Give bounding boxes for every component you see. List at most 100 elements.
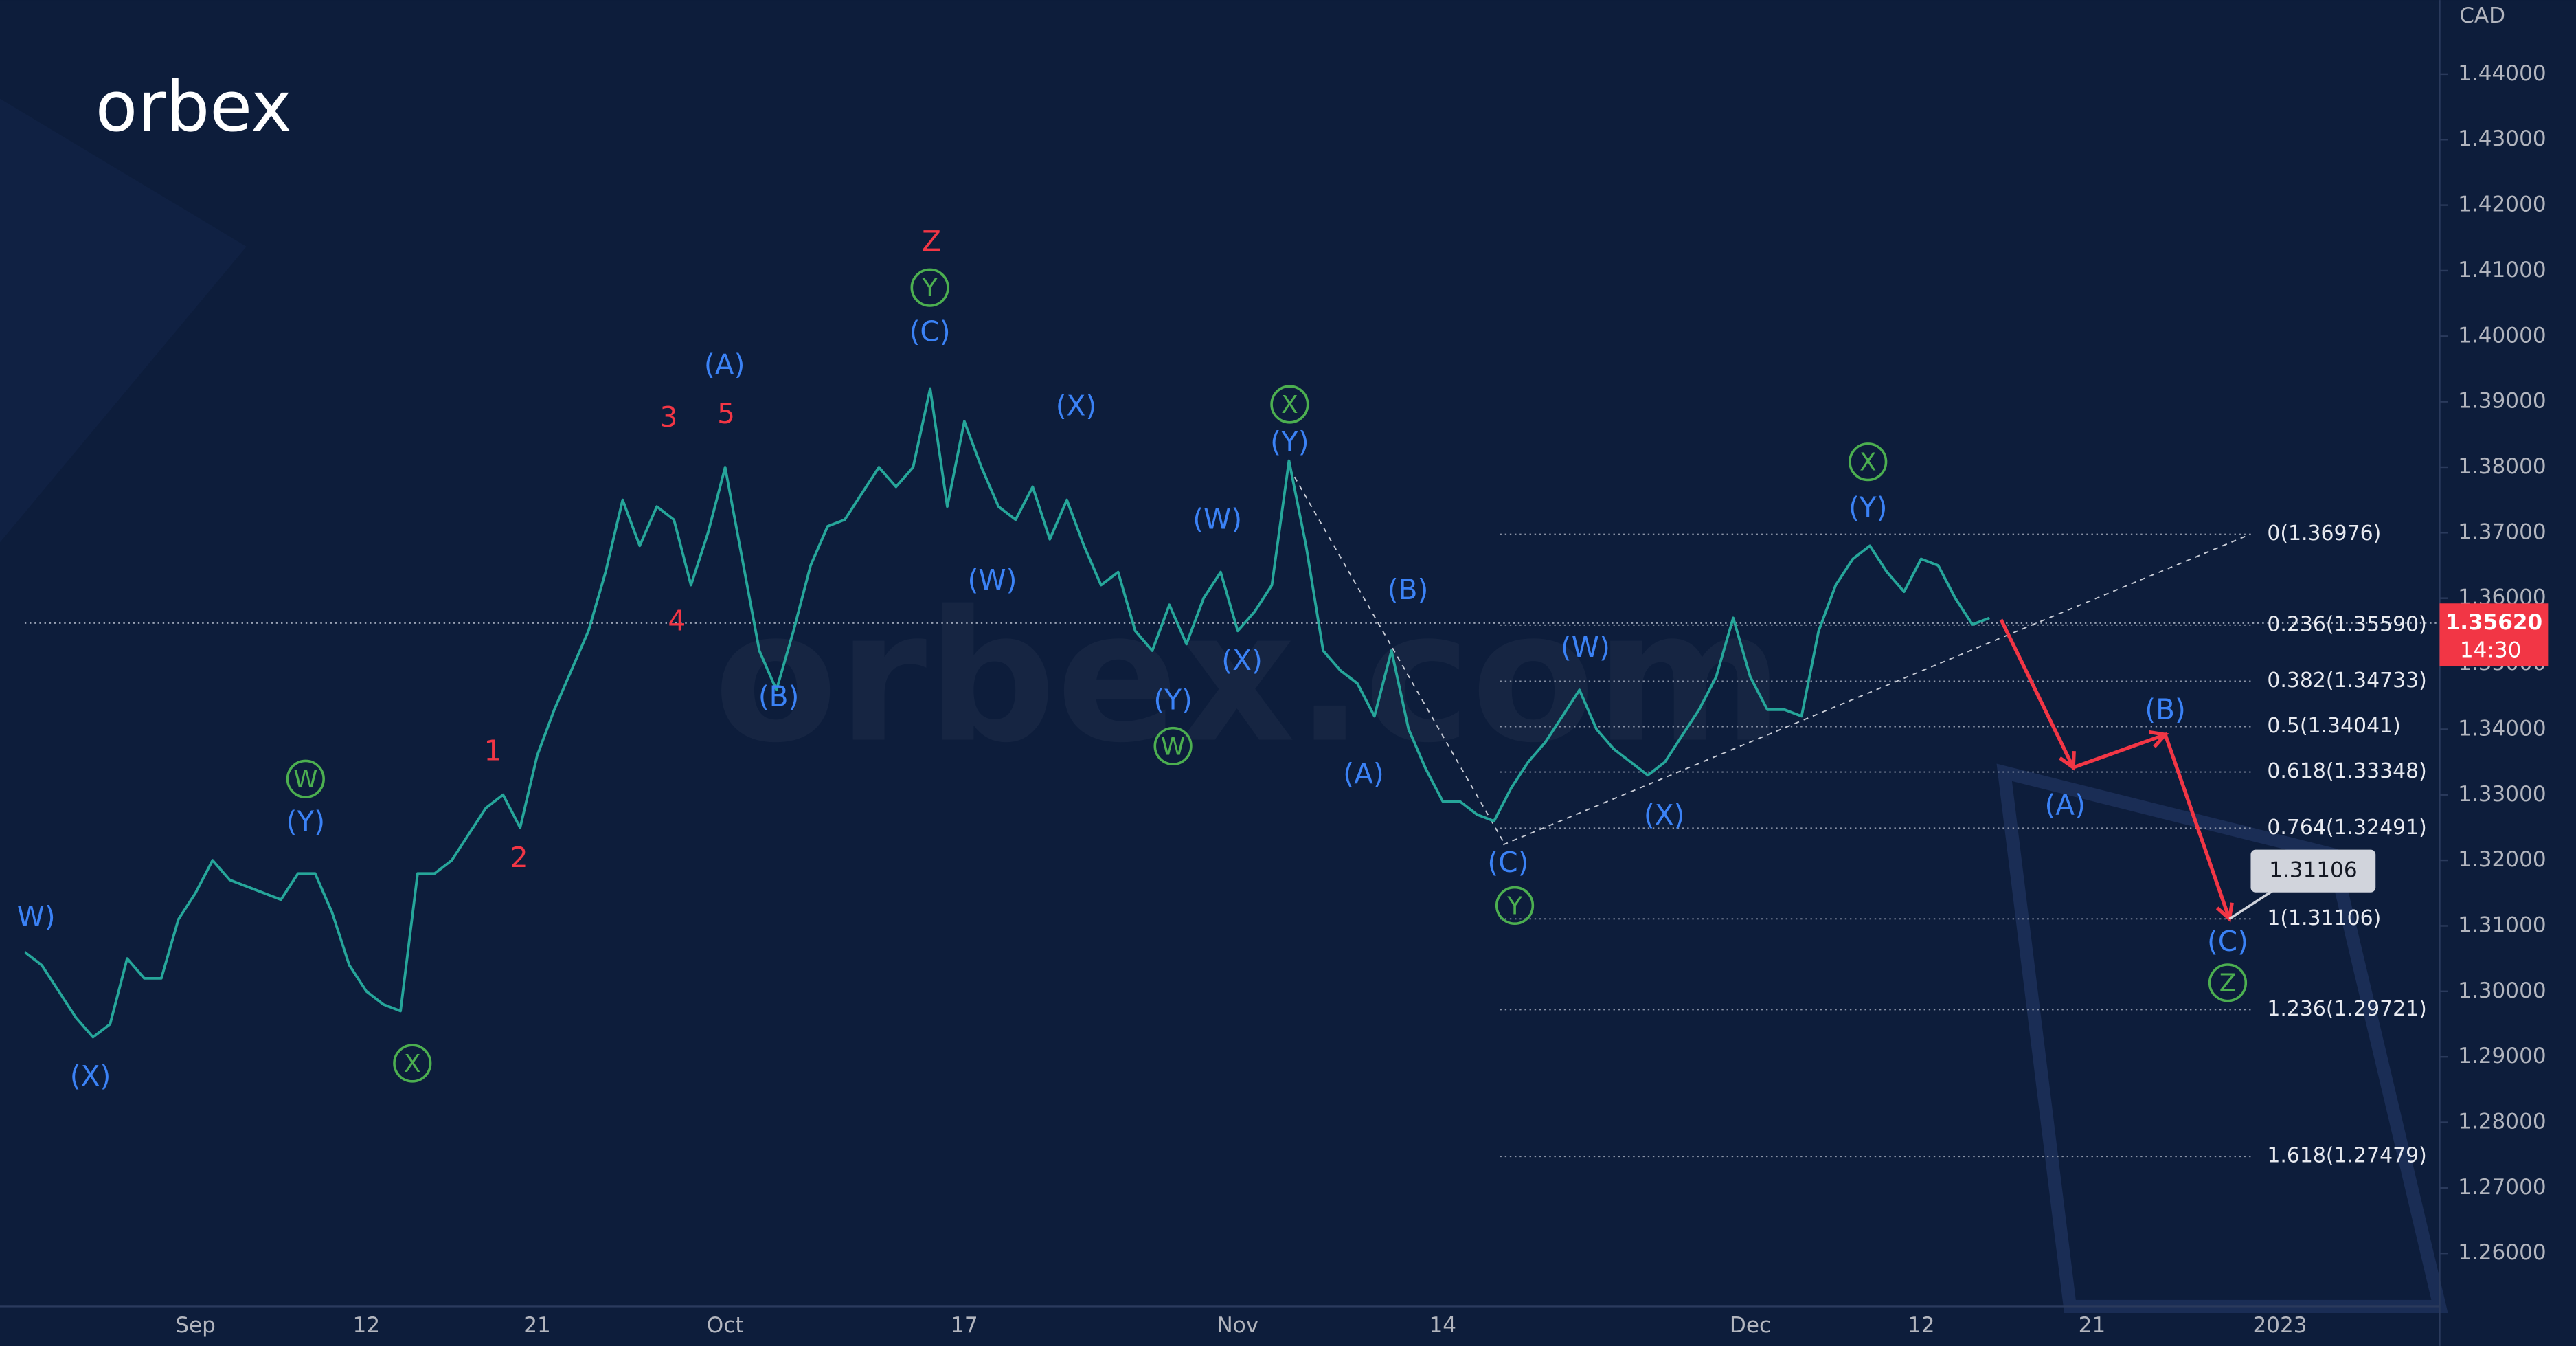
fib-label: 0.236(1.35590) [2267, 612, 2426, 636]
y-tick-label: 1.42000 [2458, 192, 2546, 217]
x-tick-label: 21 [2079, 1313, 2106, 1338]
wave-label: Z [2219, 969, 2237, 998]
arrow-head [2149, 730, 2169, 748]
wave-label: 4 [668, 605, 686, 638]
wave-label: Y [922, 274, 938, 302]
y-tick-label: 1.26000 [2458, 1240, 2546, 1265]
fib-label: 0.764(1.32491) [2267, 816, 2426, 840]
y-tick-label: 1.27000 [2458, 1175, 2546, 1200]
y-tick-label: 1.32000 [2458, 847, 2546, 872]
wave-label: (W) [968, 563, 1017, 596]
wave-label: (A) [2044, 788, 2086, 821]
wave-label: 1 [484, 734, 502, 767]
wave-label: W) [17, 900, 56, 933]
wave-label: 3 [659, 401, 677, 434]
x-tick-label: 12 [1908, 1313, 1935, 1338]
y-tick-label: 1.34000 [2458, 716, 2546, 741]
wave-label: (X) [1221, 644, 1263, 677]
guide-line [1289, 468, 1504, 842]
wave-label: (X) [70, 1059, 111, 1092]
wave-label: (Y) [1849, 491, 1888, 524]
logo: orbex [95, 67, 292, 147]
price-line [24, 387, 1990, 1039]
x-tick-label: Dec [1730, 1313, 1771, 1338]
wave-circle [393, 1044, 432, 1083]
wave-label: (A) [704, 348, 745, 381]
y-tick-label: 1.31000 [2458, 912, 2546, 937]
price-badge-time: 14:30 [2460, 638, 2522, 663]
wave-label: Z [922, 225, 941, 258]
fib-label: 0.382(1.34733) [2267, 669, 2426, 693]
wave-label: (C) [909, 315, 951, 348]
wave-label: (Y) [1153, 683, 1193, 716]
fib-label: 0.5(1.34041) [2267, 714, 2400, 738]
y-tick-label: 1.33000 [2458, 782, 2546, 807]
wave-label: W [1161, 732, 1185, 761]
wave-label: (A) [1343, 757, 1384, 790]
plot-area [24, 387, 2440, 1158]
x-tick-label: Nov [1217, 1313, 1258, 1338]
y-tick-label: 1.40000 [2458, 323, 2546, 348]
x-tick-label: 17 [951, 1313, 978, 1338]
x-tick-label: 12 [353, 1313, 381, 1338]
currency-label: CAD [2459, 3, 2505, 28]
wave-label: X [404, 1050, 421, 1078]
fib-label: 1(1.31106) [2267, 906, 2381, 930]
wave-label: (W) [1561, 631, 1610, 664]
y-tick-label: 1.28000 [2458, 1110, 2546, 1134]
wave-circle [2208, 963, 2248, 1002]
wave-circle [910, 268, 949, 307]
price-tag-label: 1.31106 [2269, 858, 2358, 883]
x-tick-label: 2023 [2252, 1313, 2307, 1338]
tag-connector [2228, 888, 2276, 920]
wave-label: (X) [1056, 389, 1097, 422]
wave-label: X [1281, 391, 1298, 419]
y-tick-label: 1.37000 [2458, 519, 2546, 544]
fib-label: 0(1.36976) [2267, 521, 2381, 546]
wave-label: (X) [1644, 798, 1685, 831]
decor [0, 98, 247, 543]
wave-label: (B) [1388, 573, 1429, 606]
fib-label: 1.236(1.29721) [2267, 997, 2426, 1021]
wave-circle [286, 759, 325, 798]
wave-label: (B) [2145, 693, 2186, 726]
x-tick-label: Sep [175, 1313, 216, 1338]
wave-circle [1270, 385, 1309, 424]
wave-label: 5 [717, 397, 735, 430]
wave-circle [1849, 442, 1888, 482]
wave-label: (C) [1487, 846, 1528, 879]
price-badge-value: 1.35620 [2445, 610, 2543, 635]
x-tick-label: 21 [523, 1313, 551, 1338]
wave-label: 2 [510, 841, 528, 874]
arrow-head [2059, 751, 2076, 771]
trend-line [1502, 533, 2251, 846]
y-tick-label: 1.30000 [2458, 978, 2546, 1003]
wave-label: (Y) [286, 805, 326, 838]
price-badge [2439, 603, 2549, 666]
y-tick-label: 1.29000 [2458, 1044, 2546, 1068]
wave-label: X [1860, 449, 1877, 477]
y-tick-label: 1.43000 [2458, 126, 2546, 151]
wave-label: Y [1506, 892, 1522, 920]
watermark: orbex.com [714, 573, 1784, 783]
projection-arrow [1999, 618, 2231, 920]
wave-label: (Y) [1270, 425, 1309, 458]
fib-label: 0.618(1.33348) [2267, 759, 2426, 783]
x-tick-label: Oct [707, 1313, 744, 1338]
wave-label: (C) [2207, 925, 2248, 958]
wave-label: (W) [1193, 502, 1242, 535]
x-tick-label: 14 [1430, 1313, 1457, 1338]
wave-circle [1495, 886, 1535, 926]
y-tick-label: 1.44000 [2458, 61, 2546, 86]
wave-label: (B) [758, 680, 800, 713]
price-tag-box [2250, 849, 2376, 893]
y-tick-label: 1.39000 [2458, 389, 2546, 414]
wave-label: W [293, 765, 317, 794]
wave-circle [1153, 726, 1193, 766]
y-tick-label: 1.38000 [2458, 454, 2546, 479]
y-tick-label: 1.41000 [2458, 258, 2546, 282]
fib-label: 1.618(1.27479) [2267, 1144, 2426, 1168]
